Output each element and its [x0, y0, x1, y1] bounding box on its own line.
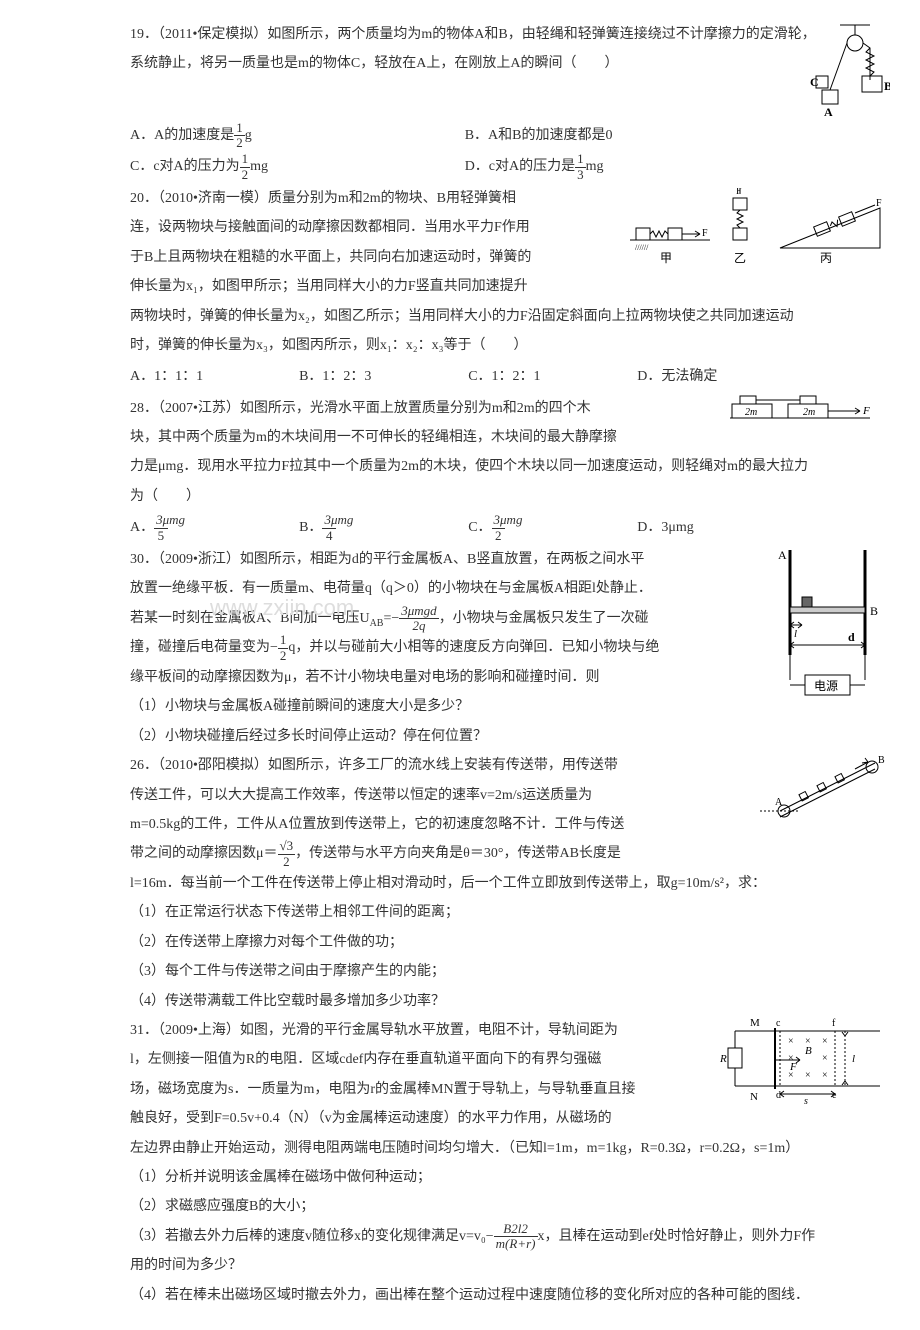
q31-q2: （2）求磁感应强度B的大小； — [130, 1192, 820, 1221]
svg-text:B: B — [878, 755, 885, 766]
q19-figure: C A B — [810, 20, 890, 120]
q30-figure: A B l d 电源 — [770, 545, 890, 715]
q20-s5: 两物块时，弹簧的伸长量为x₂，如图乙所示；当用同样大小的力F沿固定斜面向上拉两物… — [130, 302, 820, 361]
svg-text:F: F — [736, 188, 742, 197]
q30-q2: （2）小物块碰撞后经过多长时间停止运动？停在何位置？ — [130, 722, 820, 751]
svg-text:×: × — [822, 1053, 828, 1064]
q28-figure: 2m 2m m m F — [730, 394, 890, 430]
svg-text:A: A — [778, 548, 787, 562]
svg-text:2m: 2m — [803, 407, 815, 418]
q26-s1: 26．（2010•邵阳模拟）如图所示，许多工厂的流水线上安装有传送带，用传送带 — [130, 751, 820, 780]
q26-q2: （2）在传送带上摩擦力对每个工件做的功； — [130, 928, 820, 957]
q28-optC: C．3μmg2 — [468, 513, 634, 543]
q26-figure: A B — [760, 751, 890, 821]
q28-optA: A．3μmg5 — [130, 513, 296, 543]
svg-text:×: × — [805, 1070, 811, 1081]
svg-text:×: × — [822, 1070, 828, 1081]
svg-text:l: l — [852, 1053, 855, 1065]
svg-text:f: f — [832, 1018, 836, 1029]
q26-q1: （1）在正常运行状态下传送带上相邻工件间的距离； — [130, 898, 820, 927]
q26-q3: （3）每个工件与传送带之间由于摩擦产生的内能； — [130, 957, 820, 986]
svg-text:c: c — [776, 1018, 781, 1029]
q31-q1: （1）分析并说明该金属棒在磁场中做何种运动； — [130, 1163, 820, 1192]
q20-optC: C．1：2：1 — [468, 362, 634, 391]
svg-text:电源: 电源 — [814, 679, 838, 693]
q19-options-row2: C．c对A的压力为12mg D．c对A的压力是13mg — [130, 152, 820, 182]
svg-text:m: m — [804, 394, 811, 397]
svg-text:A: A — [775, 797, 783, 808]
svg-text:s: s — [804, 1096, 808, 1106]
q31-s4: 触良好，受到F=0.5v+0.4（N）（v为金属棒运动速度）的水平力作用，从磁场… — [130, 1104, 820, 1133]
q19-optC: C．c对A的压力为12mg — [130, 152, 461, 182]
svg-text:F: F — [862, 405, 870, 417]
q30-s1: 30．（2009•浙江）如图所示，相距为d的平行金属板A、B竖直放置，在两板之间… — [130, 545, 820, 574]
q28-s2: 块，其中两个质量为m的木块间用一不可伸长的轻绳相连，木块间的最大静摩擦 — [130, 423, 820, 452]
q20-optA: A．1：1：1 — [130, 362, 296, 391]
q19-optA: A．A的加速度是12g — [130, 121, 461, 151]
q19-options-row1: A．A的加速度是12g B．A和B的加速度都是0 — [130, 121, 820, 151]
q20-optB: B．1：2：3 — [299, 362, 465, 391]
q19-label-A: A — [824, 105, 833, 119]
q20-options: A．1：1：1 B．1：2：3 C．1：2：1 D．无法确定 — [130, 362, 820, 391]
q19-optD: D．c对A的压力是13mg — [465, 152, 796, 182]
svg-text:2m: 2m — [745, 407, 757, 418]
svg-text://////: ////// — [635, 243, 649, 252]
svg-text:F: F — [876, 198, 882, 209]
q31-s3: 场，磁场宽度为s．一质量为m，电阻为r的金属棒MN置于导轨上，与导轨垂直且接 — [130, 1075, 820, 1104]
svg-text:B: B — [870, 604, 878, 618]
q20-jia: 甲 — [660, 251, 672, 265]
q26-s2: 传送工件，可以大大提高工作效率，传送带以恒定的速率v=2m/s运送质量为 — [130, 781, 820, 810]
q30-s4: 撞，碰撞后电荷量变为−12q，并以与碰前大小相等的速度反方向弹回．已知小物块与绝 — [130, 633, 820, 663]
q20-bing: 丙 — [820, 251, 832, 265]
svg-text:m: m — [744, 394, 751, 397]
svg-text:M: M — [750, 1017, 760, 1029]
q19-stem: 19．（2011•保定模拟）如图所示，两个质量均为m的物体A和B，由轻绳和轻弹簧… — [130, 27, 816, 71]
q28-s1: 28．（2007•江苏）如图所示，光滑水平面上放置质量分别为m和2m的四个木 — [130, 394, 820, 423]
svg-text:N: N — [750, 1091, 758, 1103]
q30-s3: 若某一时刻在金属板A、B间加一电压UAB=−3μmgd2q，小物块与金属板只发生… — [130, 604, 820, 634]
svg-text:B: B — [805, 1045, 812, 1057]
q20: 20．（2010•济南一模）质量分别为m和2m的物块、B用轻弹簧相 连，设两物块… — [130, 184, 820, 392]
q20-figure: F ////// 甲 F 乙 F 丙 — [630, 188, 890, 278]
q31-figure: R M N c f d e ××× ×× ××× B F s l — [720, 1016, 890, 1106]
svg-text:d: d — [848, 630, 855, 644]
q30-s5: 缘平板间的动摩擦因数为μ，若不计小物块电量对电场的影响和碰撞时间．则 — [130, 663, 820, 692]
q26-s3: m=0.5kg的工件，工件从A位置放到传送带上，它的初速度忽略不计．工件与传送 — [130, 810, 820, 839]
q26-s5: l=16m．每当前一个工件在传送带上停止相对滑动时，后一个工件立即放到传送带上，… — [130, 869, 820, 898]
q20-optD: D．无法确定 — [637, 362, 803, 391]
q19-label-B: B — [884, 79, 890, 93]
svg-text:F: F — [702, 228, 708, 239]
q26-q4: （4）传送带满载工件比空载时最多增加多少功率？ — [130, 987, 820, 1016]
q31-q3: （3）若撤去外力后棒的速度v随位移x的变化规律满足v=v₀−B2l2m(R+r)… — [130, 1222, 820, 1281]
svg-text:l: l — [794, 628, 797, 640]
q28-s3: 力是μmg．现用水平拉力F拉其中一个质量为2m的木块，使四个木块以同一加速度运动… — [130, 452, 820, 511]
q30-s2: 放置一绝缘平板．有一质量m、电荷量q（q＞0）的小物块在与金属板A相距l处静止． — [130, 574, 820, 603]
svg-text:d: d — [776, 1090, 781, 1101]
q31: 31．（2009•上海）如图，光滑的平行金属导轨水平放置，电阻不计，导轨间距为 … — [130, 1016, 820, 1310]
q19: 19．（2011•保定模拟）如图所示，两个质量均为m的物体A和B，由轻绳和轻弹簧… — [130, 20, 820, 182]
q31-q4: （4）若在棒未出磁场区域时撤去外力，画出棒在整个运动过程中速度随位移的变化所对应… — [130, 1281, 820, 1310]
q20-yi: 乙 — [734, 251, 746, 265]
q28-optB: B．3μmg4 — [299, 513, 465, 543]
q26-s4: 带之间的动摩擦因数μ＝√32，传送带与水平方向夹角是θ＝30°，传送带AB长度是 — [130, 839, 820, 869]
svg-text:F: F — [789, 1061, 797, 1073]
q19-optB: B．A和B的加速度都是0 — [465, 121, 796, 150]
q28: 28．（2007•江苏）如图所示，光滑水平面上放置质量分别为m和2m的四个木 块… — [130, 394, 820, 543]
svg-text:R: R — [720, 1053, 727, 1065]
svg-text:×: × — [822, 1036, 828, 1047]
q31-s2: l，左侧接一阻值为R的电阻．区域cdef内存在垂直轨道平面向下的有界匀强磁 — [130, 1045, 820, 1074]
q30: www.zxiin.com 30．（2009•浙江）如图所示，相距为d的平行金属… — [130, 545, 820, 751]
q31-s5: 左边界由静止开始运动，测得电阻两端电压随时间均匀增大．（已知l=1m，m=1kg… — [130, 1134, 820, 1163]
q28-optD: D．3μmg — [637, 513, 803, 542]
q26: 26．（2010•邵阳模拟）如图所示，许多工厂的流水线上安装有传送带，用传送带 … — [130, 751, 820, 1016]
svg-text:×: × — [788, 1036, 794, 1047]
q28-options: A．3μmg5 B．3μmg4 C．3μmg2 D．3μmg — [130, 513, 820, 543]
q31-s1: 31．（2009•上海）如图，光滑的平行金属导轨水平放置，电阻不计，导轨间距为 — [130, 1016, 820, 1045]
q19-label-C: C — [810, 75, 819, 89]
q30-q1: （1）小物块与金属板A碰撞前瞬间的速度大小是多少？ — [130, 692, 820, 721]
